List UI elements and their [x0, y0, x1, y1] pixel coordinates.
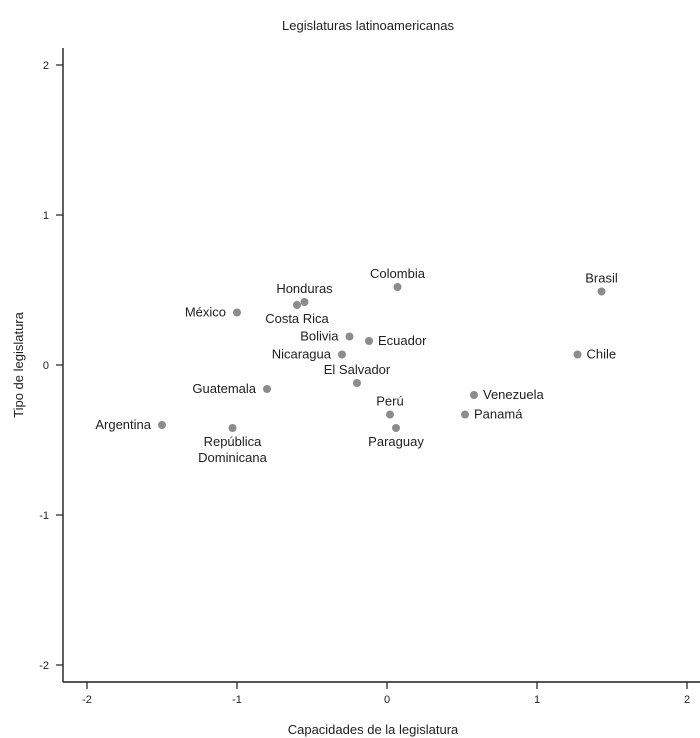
point-label: Honduras [276, 281, 333, 296]
data-point [573, 350, 582, 359]
point-label: Colombia [370, 266, 426, 281]
x-tick-label: 2 [684, 694, 690, 706]
y-tick-label: 0 [43, 360, 49, 372]
data-point [470, 391, 478, 399]
x-tick-label: 0 [384, 694, 390, 706]
data-point [393, 283, 402, 291]
data-point [353, 379, 361, 387]
point-label: Brasil [585, 271, 618, 286]
point-label: México [185, 305, 226, 320]
point-label: Costa Rica [265, 311, 329, 326]
point-label: Argentina [95, 417, 151, 432]
data-point [365, 337, 373, 345]
x-tick-label: -1 [232, 694, 242, 706]
point-label: República [204, 434, 263, 449]
data-point [392, 424, 400, 432]
data-point [338, 350, 346, 359]
point-label: Chile [587, 347, 617, 362]
y-tick-label: 1 [43, 210, 49, 222]
point-label: Paraguay [368, 434, 424, 449]
point-label: Panamá [474, 407, 523, 422]
data-point [300, 298, 309, 306]
data-point [597, 287, 606, 296]
point-label: Bolivia [300, 329, 339, 344]
data-point [345, 332, 354, 341]
y-tick-label: 2 [43, 60, 49, 72]
point-label: Dominicana [198, 450, 267, 465]
y-tick-label: -2 [39, 660, 49, 672]
x-tick-label: 1 [534, 694, 540, 706]
data-point [233, 308, 241, 317]
data-point [158, 421, 166, 429]
y-axis-label: Tipo de legislatura [11, 311, 26, 418]
point-label: Guatemala [192, 381, 256, 396]
y-tick-label: -1 [39, 510, 49, 522]
data-point [386, 410, 394, 419]
x-axis-label: Capacidades de la legislatura [288, 722, 459, 737]
data-point [228, 424, 237, 432]
chart-title: Legislaturas latinoamericanas [282, 18, 454, 33]
point-label: Ecuador [378, 333, 427, 348]
data-point [461, 410, 469, 419]
point-label: Nicaragua [272, 347, 332, 362]
data-point [263, 385, 271, 393]
x-tick-label: -2 [82, 694, 92, 706]
point-label: El Salvador [324, 362, 391, 377]
point-label: Perú [376, 394, 403, 409]
point-label: Venezuela [483, 387, 544, 402]
data-point [293, 301, 301, 309]
